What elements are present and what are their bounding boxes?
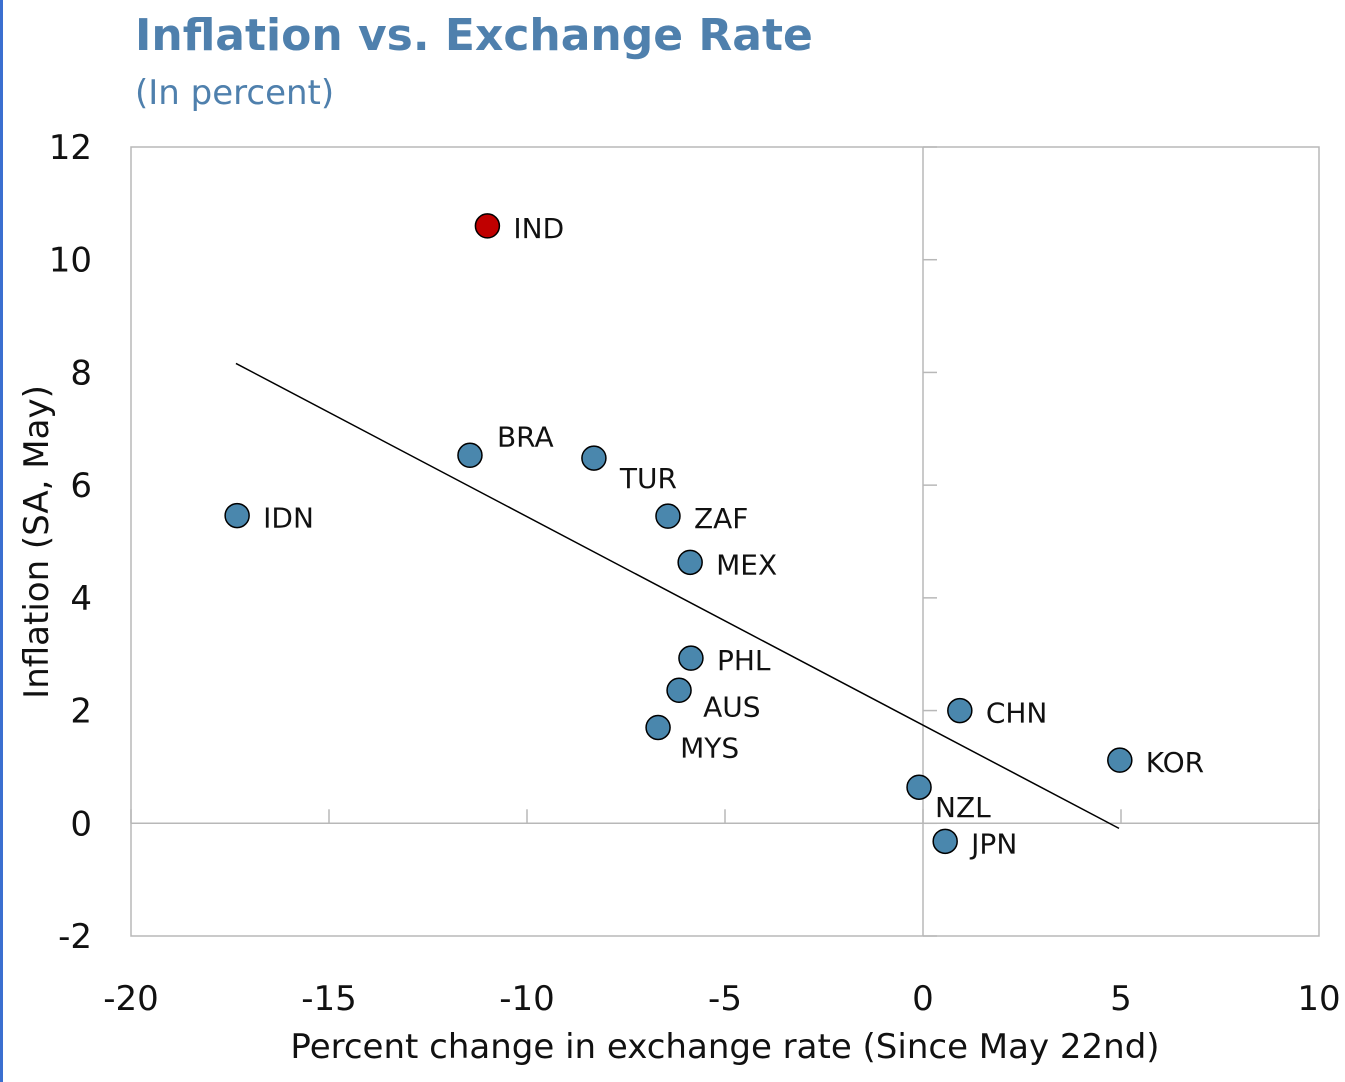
point-label: IND xyxy=(513,212,564,245)
y-tick-label: 0 xyxy=(70,804,92,844)
point xyxy=(224,502,250,529)
left-edge xyxy=(0,0,3,1082)
trendline xyxy=(235,362,1120,830)
point xyxy=(666,677,692,704)
point-label: JPN xyxy=(969,827,1017,860)
x-tick-label: -10 xyxy=(499,979,555,1019)
point xyxy=(906,774,932,800)
point xyxy=(645,714,671,741)
y-tick-label: -2 xyxy=(58,917,92,957)
point xyxy=(1107,747,1133,773)
chart-subtitle: (In percent) xyxy=(135,73,334,113)
x-tick-label: -5 xyxy=(708,979,742,1019)
point xyxy=(932,828,958,855)
point xyxy=(581,445,607,471)
point-label: CHN xyxy=(986,697,1048,730)
y-tick-label: 10 xyxy=(49,241,92,281)
y-axis-label: Inflation (SA, May) xyxy=(17,385,57,699)
point xyxy=(678,645,704,671)
x-tick-label: -15 xyxy=(301,979,357,1019)
point xyxy=(474,213,501,239)
y-tick-label: 2 xyxy=(70,692,92,732)
x-tick-label: 5 xyxy=(1110,979,1132,1019)
point xyxy=(655,503,681,529)
x-tick-label: -20 xyxy=(103,979,159,1019)
point-label: TUR xyxy=(619,462,677,495)
x-axis-label: Percent change in exchange rate (Since M… xyxy=(290,1027,1159,1067)
x-tick-label: 10 xyxy=(1297,979,1340,1019)
point xyxy=(457,442,483,469)
plot-area xyxy=(130,146,1320,937)
point xyxy=(677,549,703,576)
y-tick-label: 8 xyxy=(70,353,92,393)
x-tick-label: 0 xyxy=(912,979,934,1019)
point-label: ZAF xyxy=(694,502,748,535)
point xyxy=(947,697,973,724)
y-tick-label: 6 xyxy=(70,466,92,506)
point-label: KOR xyxy=(1146,746,1204,779)
chart-title: Inflation vs. Exchange Rate xyxy=(135,10,813,61)
point-label: MYS xyxy=(680,731,739,764)
point-label: AUS xyxy=(703,690,760,723)
point-label: PHL xyxy=(717,644,771,677)
point-label: BRA xyxy=(497,420,554,453)
point-label: IDN xyxy=(263,502,314,535)
point-label: NZL xyxy=(935,791,991,824)
y-tick-label: 4 xyxy=(70,579,92,619)
point-label: MEX xyxy=(716,548,777,581)
y-tick-label: 12 xyxy=(49,128,92,168)
